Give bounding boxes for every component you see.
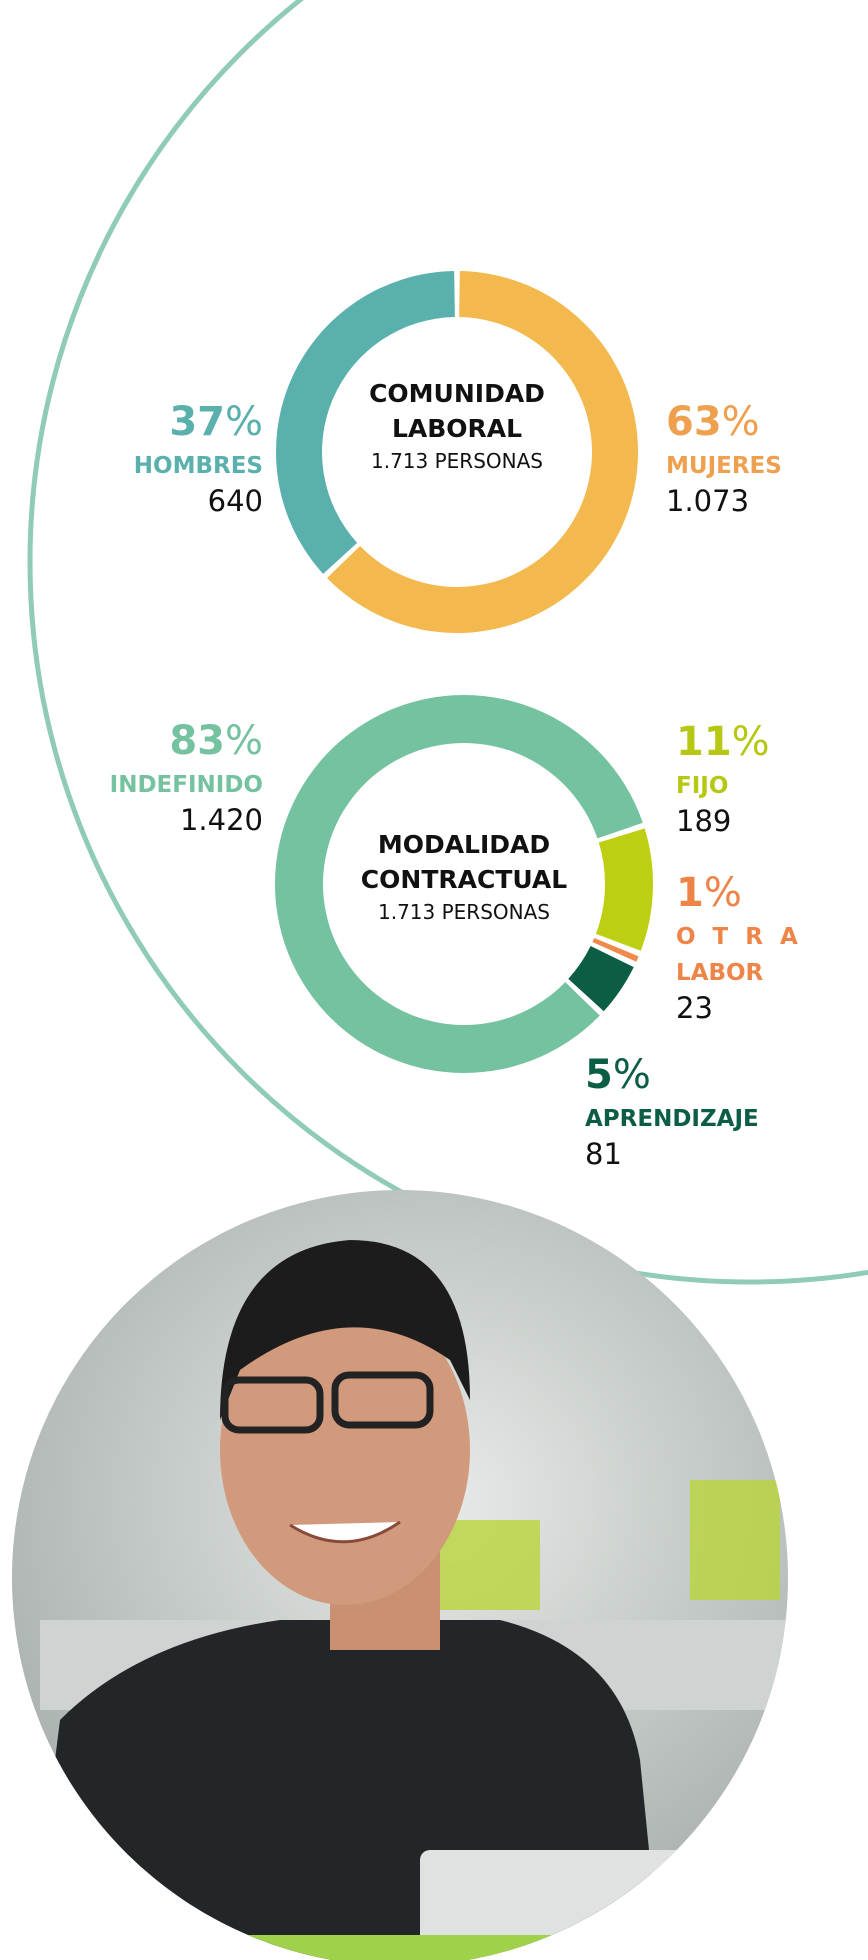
- chart-title: MODALIDAD: [378, 830, 550, 859]
- category-label: FIJO: [676, 773, 728, 799]
- category-label: APRENDIZAJE: [585, 1106, 759, 1132]
- donut-segment: [276, 271, 455, 574]
- donut-segment: [595, 828, 653, 951]
- count-label: 189: [676, 804, 731, 838]
- category-label: MUJERES: [666, 453, 782, 479]
- donut-chart: 63% MUJERES 1.073 37% HOMBRES 640 COMUNIDAD LAB…: [134, 271, 782, 634]
- percent-label: 5%: [585, 1052, 651, 1098]
- percent-label: 63%: [666, 399, 760, 445]
- donut-segment: [568, 946, 634, 1012]
- chart-title: LABORAL: [392, 414, 522, 443]
- category-label: INDEFINIDO: [110, 772, 263, 798]
- count-label: 23: [676, 991, 713, 1025]
- chart-subtitle: 1.713 PERSONAS: [371, 449, 543, 473]
- photo: [12, 1190, 788, 1960]
- donut-segment: [327, 271, 638, 634]
- count-label: 81: [585, 1137, 622, 1171]
- chart-title: CONTRACTUAL: [361, 865, 567, 894]
- category-label: HOMBRES: [134, 453, 263, 479]
- chart-subtitle: 1.713 PERSONAS: [378, 900, 550, 924]
- chart-title: COMUNIDAD: [369, 379, 545, 408]
- count-label: 640: [208, 484, 263, 518]
- percent-label: 1%: [676, 870, 742, 916]
- percent-label: 83%: [169, 718, 263, 764]
- count-label: 1.073: [666, 484, 749, 518]
- percent-label: 11%: [676, 719, 770, 765]
- donut-chart: 11% FIJO 189 1% OTRA LABOR 23 5% APRENDIZAJE 81 83…: [110, 694, 815, 1171]
- donut-segment: [592, 937, 639, 962]
- decorative-arc: [27, 0, 868, 1285]
- count-label: 1.420: [180, 803, 263, 837]
- category-label: OTRA LABOR: [676, 924, 815, 986]
- percent-label: 37%: [169, 399, 263, 445]
